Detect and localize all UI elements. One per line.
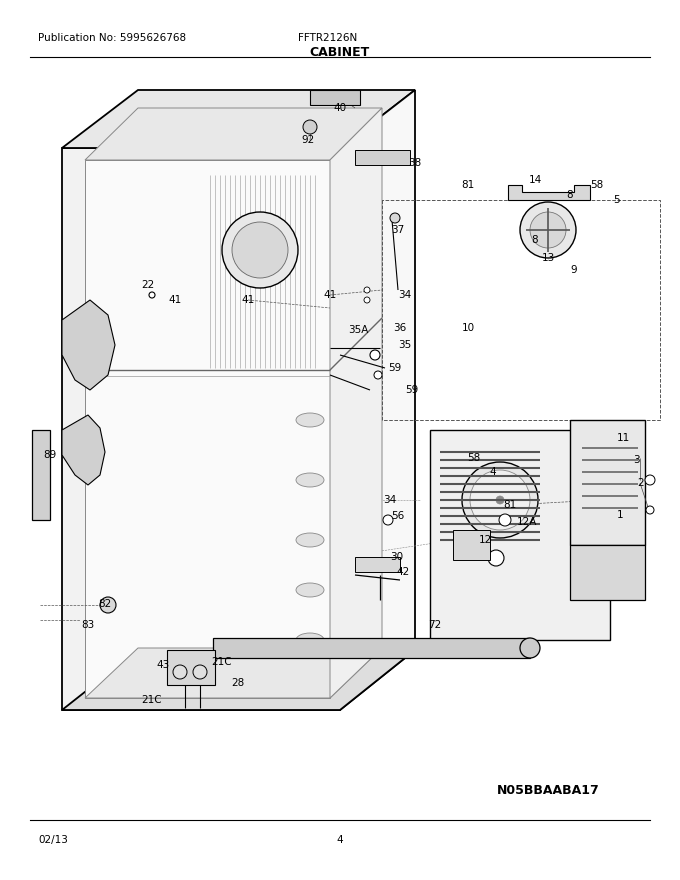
Text: 58: 58 [467,453,481,463]
Circle shape [364,297,370,303]
Text: 82: 82 [99,599,112,609]
Text: 8: 8 [532,235,539,245]
Text: 1: 1 [617,510,624,520]
Polygon shape [355,557,400,572]
Text: CABINET: CABINET [310,46,370,58]
Text: N05BBAABA17: N05BBAABA17 [496,783,599,796]
Text: 59: 59 [388,363,402,373]
Text: 02/13: 02/13 [38,835,68,845]
Text: 41: 41 [241,295,254,305]
Text: 92: 92 [301,135,315,145]
Circle shape [364,287,370,293]
Polygon shape [453,530,490,560]
Circle shape [488,550,504,566]
Text: 56: 56 [392,511,405,521]
Text: 43: 43 [156,660,169,670]
Text: 58: 58 [590,180,604,190]
Circle shape [499,514,511,526]
Circle shape [100,597,116,613]
Text: 40: 40 [333,103,347,113]
Text: 21C: 21C [211,657,233,667]
Circle shape [303,120,317,134]
Polygon shape [340,90,415,710]
Circle shape [645,475,655,485]
Circle shape [173,665,187,679]
Polygon shape [62,300,115,390]
Circle shape [462,462,538,538]
Text: 42: 42 [396,567,409,577]
Polygon shape [570,420,645,545]
Text: 34: 34 [384,495,396,505]
Text: 41: 41 [324,290,337,300]
Text: 14: 14 [528,175,542,185]
Circle shape [232,222,288,278]
Text: 22: 22 [141,280,154,290]
Polygon shape [167,650,215,685]
Polygon shape [85,108,382,160]
Text: 81: 81 [461,180,475,190]
Circle shape [149,292,155,298]
Text: 30: 30 [390,552,403,562]
Circle shape [496,496,504,504]
Circle shape [374,371,382,379]
Ellipse shape [296,633,324,647]
Text: 10: 10 [462,323,475,333]
Text: 2: 2 [638,478,645,488]
Ellipse shape [296,533,324,547]
Text: 59: 59 [405,385,419,395]
Ellipse shape [296,583,324,597]
Polygon shape [330,108,382,698]
Polygon shape [62,415,105,485]
Polygon shape [213,638,530,658]
Text: 4: 4 [490,467,496,477]
Text: 11: 11 [616,433,630,443]
Text: 9: 9 [571,265,577,275]
Text: Publication No: 5995626768: Publication No: 5995626768 [38,33,186,43]
Text: 41: 41 [169,295,182,305]
Circle shape [646,506,654,514]
Text: 5: 5 [613,195,619,205]
Text: 37: 37 [392,225,405,235]
Text: 89: 89 [44,450,56,460]
Text: 36: 36 [393,323,407,333]
Text: 35: 35 [398,340,411,350]
Text: 34: 34 [398,290,411,300]
Text: FFTR2126N: FFTR2126N [298,33,357,43]
Polygon shape [62,650,415,710]
Text: 21C: 21C [141,695,163,705]
Polygon shape [430,430,610,640]
Circle shape [530,212,566,248]
Circle shape [470,470,530,530]
Polygon shape [310,90,360,105]
Text: 28: 28 [231,678,245,688]
Text: 83: 83 [82,620,95,630]
Polygon shape [355,150,410,165]
Polygon shape [62,148,340,710]
Polygon shape [32,430,50,520]
Circle shape [390,213,400,223]
Circle shape [520,638,540,658]
Polygon shape [570,545,645,600]
Text: 38: 38 [409,158,422,168]
Circle shape [193,665,207,679]
Polygon shape [62,90,415,148]
Text: 81: 81 [503,500,517,510]
Circle shape [520,202,576,258]
Text: 4: 4 [337,835,343,845]
Text: 12A: 12A [517,517,537,527]
Text: 12: 12 [478,535,492,545]
Polygon shape [85,648,382,698]
Ellipse shape [296,413,324,427]
Text: 72: 72 [428,620,441,630]
Circle shape [370,350,380,360]
Polygon shape [508,185,590,200]
Circle shape [222,212,298,288]
Circle shape [383,515,393,525]
Polygon shape [85,160,330,698]
Text: 8: 8 [566,190,573,200]
Text: 35A: 35A [347,325,368,335]
Text: 3: 3 [632,455,639,465]
Text: 13: 13 [541,253,555,263]
Ellipse shape [296,473,324,487]
